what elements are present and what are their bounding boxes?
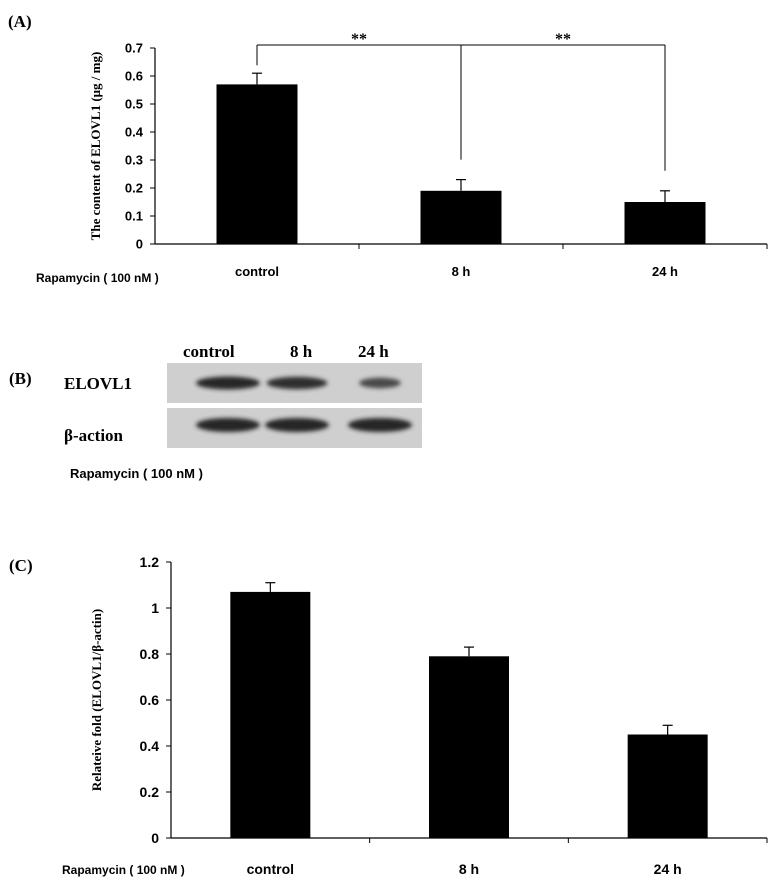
chartc-y-tick-label: 0.6 [140,692,160,708]
chartc-y-tick-label: 1.2 [140,554,160,570]
charta-category-label: 24 h [652,264,678,279]
charta-bar [624,202,706,244]
charta-y-tick-label: 0.6 [125,69,143,84]
chartc-bar [230,591,311,838]
chartc-bar [627,734,708,838]
charta-category-label: control [235,264,279,279]
charta-y-tick-label: 0 [136,237,143,252]
chartc-y-tick-label: 0.4 [140,738,160,754]
blot-band-elovl1 [266,376,328,390]
chart-a-treatment-label: Rapamycin ( 100 nM ) [36,271,159,285]
blot-band-elovl1 [196,376,260,390]
chartc-category-label: control [247,861,294,877]
chartc-bar [429,656,509,838]
charta-y-tick-label: 0.4 [125,125,144,140]
chart-c-treatment-label: Rapamycin ( 100 nM ) [62,863,185,877]
blot-row-elovl1: ELOVL1 [64,374,132,393]
blot-lane-24h: 24 h [358,342,389,361]
charta-significance-mark: ** [351,31,367,48]
charta-y-tick-label: 0.7 [125,41,143,56]
chartc-y-tick-label: 0.2 [140,784,160,800]
blot-band-actin [196,418,260,432]
charta-y-tick-label: 0.5 [125,97,143,112]
western-blot: control 8 h 24 h ELOVL1 β-action [64,342,422,448]
chart-c: 0 0.2 0.4 0.6 0.8 1 1.2 control 8 h 24 h Relateive… [89,554,768,877]
blot-band-actin [265,418,329,432]
chartc-y-tick-label: 1 [151,600,159,616]
chartc-y-tick-label: 0 [151,830,159,846]
blot-lane-control: control [183,342,235,361]
charta-y-axis-label: The content of ELOVL1 (μg / mg) [88,52,103,241]
chartc-category-label: 8 h [459,861,479,877]
charta-category-label: 8 h [452,264,471,279]
chartc-y-axis-label: Relateive fold (ELOVL1/β-actin) [89,609,104,791]
charta-bar [216,84,298,245]
charta-significance-mark: ** [555,31,571,48]
blot-lane-8h: 8 h [290,342,313,361]
charta-y-tick-label: 0.2 [125,181,143,196]
charta-y-tick-label: 0.1 [125,209,143,224]
chart-a: 0 0.1 0.2 0.3 0.4 0.5 0.6 0.7 control 8 h 24 h The … [88,31,768,279]
chartc-y-tick-label: 0.8 [140,646,160,662]
panel-c-label: (C) [9,556,33,575]
blot-row-actin: β-action [64,426,124,445]
panel-a-label: (A) [8,12,32,31]
chartc-category-label: 24 h [654,861,682,877]
blot-band-actin [348,418,412,432]
charta-y-tick-label: 0.3 [125,153,143,168]
blot-treatment-label: Rapamycin ( 100 nM ) [70,466,203,481]
charta-bar [420,190,502,244]
panel-b-label: (B) [9,369,32,388]
blot-band-elovl1 [359,377,401,389]
